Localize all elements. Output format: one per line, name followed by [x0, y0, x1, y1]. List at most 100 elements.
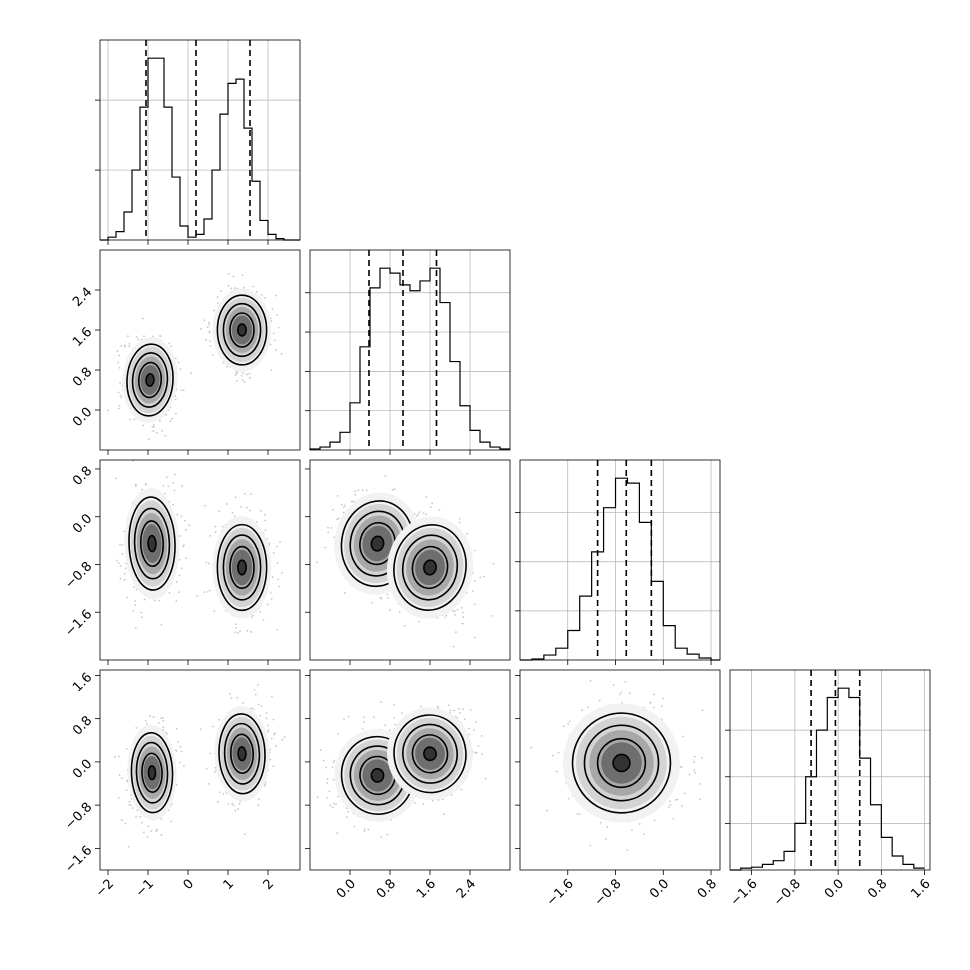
scatter-point [267, 724, 270, 727]
scatter-point [252, 708, 255, 711]
pair-frame [99, 669, 301, 871]
scatter-point [257, 683, 259, 686]
scatter-point [337, 795, 340, 798]
scatter-point [115, 477, 118, 480]
scatter-point [179, 761, 181, 764]
scatter-point [352, 500, 355, 503]
scatter-point [208, 330, 211, 333]
scatter-point [325, 766, 327, 769]
scatter-point [199, 728, 202, 731]
scatter-point [336, 832, 339, 835]
scatter-point [231, 511, 234, 514]
scatter-point [180, 750, 183, 753]
scatter-point [174, 473, 176, 476]
scatter-point [393, 716, 396, 719]
scatter-point [275, 545, 278, 548]
scatter-point [322, 759, 325, 762]
scatter-point [336, 518, 339, 521]
scatter-point [134, 627, 137, 630]
scatter-point [234, 287, 237, 289]
scatter-point [455, 631, 457, 634]
scatter-point [125, 562, 128, 565]
scatter-point [179, 745, 182, 748]
scatter-point [230, 287, 233, 290]
scatter-point [181, 485, 184, 487]
scatter-point [473, 549, 476, 552]
scatter-point [418, 620, 420, 623]
density-fill [238, 746, 246, 761]
scatter-point [266, 603, 269, 606]
contour-level-0.4 [229, 545, 255, 590]
scatter-point [264, 296, 266, 299]
scatter-point [203, 591, 206, 594]
scatter-point [272, 765, 275, 768]
scatter-point [174, 412, 177, 415]
scatter-point [135, 727, 138, 729]
scatter-point [274, 745, 277, 747]
scatter-point [441, 798, 444, 801]
contour-level-0.88 [128, 496, 176, 591]
scatter-point [336, 494, 339, 497]
scatter-point [140, 616, 143, 619]
scatter-point [128, 345, 131, 348]
panel-content [107, 272, 283, 441]
scatter-point [236, 371, 239, 374]
scatter-point [337, 732, 339, 735]
scatter-point [370, 601, 373, 604]
panel-content [316, 475, 495, 648]
scatter-point [135, 336, 138, 338]
scatter-point [384, 724, 387, 727]
scatter-point [276, 578, 279, 581]
scatter-point [380, 701, 383, 704]
scatter-point [250, 630, 252, 633]
scatter-point [471, 590, 474, 592]
pair-panel-0-2 [95, 459, 301, 665]
scatter-point [388, 729, 391, 732]
panel-content [316, 701, 487, 839]
scatter-point [156, 828, 159, 831]
scatter-point [134, 600, 137, 602]
scatter-point [125, 747, 128, 750]
scatter-point [415, 515, 418, 517]
scatter-point [391, 488, 394, 491]
scatter-point [269, 343, 272, 346]
scatter-point [398, 610, 401, 613]
scatter-point [204, 338, 207, 341]
scatter-point [140, 821, 143, 824]
scatter-point [162, 729, 165, 732]
scatter-point [141, 317, 144, 320]
scatter-point [274, 349, 277, 351]
scatter-point [147, 825, 150, 828]
scatter-point [137, 338, 140, 341]
scatter-point [140, 611, 143, 614]
scatter-point [124, 822, 127, 825]
scatter-point [206, 326, 209, 328]
scatter-point [146, 835, 149, 838]
scatter-point [172, 503, 174, 506]
scatter-point [332, 806, 334, 809]
scatter-point [262, 619, 265, 621]
scatter-point [316, 561, 318, 564]
scatter-point [347, 810, 349, 813]
contour-level-0.12 [237, 559, 248, 576]
scatter-point [235, 379, 238, 382]
scatter-point [242, 702, 245, 704]
scatter-point [445, 614, 448, 617]
scatter-point [196, 595, 199, 598]
scatter-point [218, 510, 221, 513]
scatter-point [344, 504, 346, 507]
scatter-point [260, 705, 263, 707]
scatter-point [231, 802, 234, 805]
scatter-point [268, 544, 271, 546]
scatter-point [251, 616, 253, 619]
scatter-point [171, 417, 173, 420]
scatter-point [134, 604, 137, 607]
scatter-point [174, 357, 177, 360]
scatter-point [345, 816, 348, 818]
scatter-point [354, 493, 356, 496]
scatter-point [461, 611, 464, 614]
contour-level-0.12 [147, 765, 157, 781]
scatter-point [129, 418, 131, 421]
scatter-point [350, 500, 353, 503]
scatter-point [250, 707, 253, 710]
